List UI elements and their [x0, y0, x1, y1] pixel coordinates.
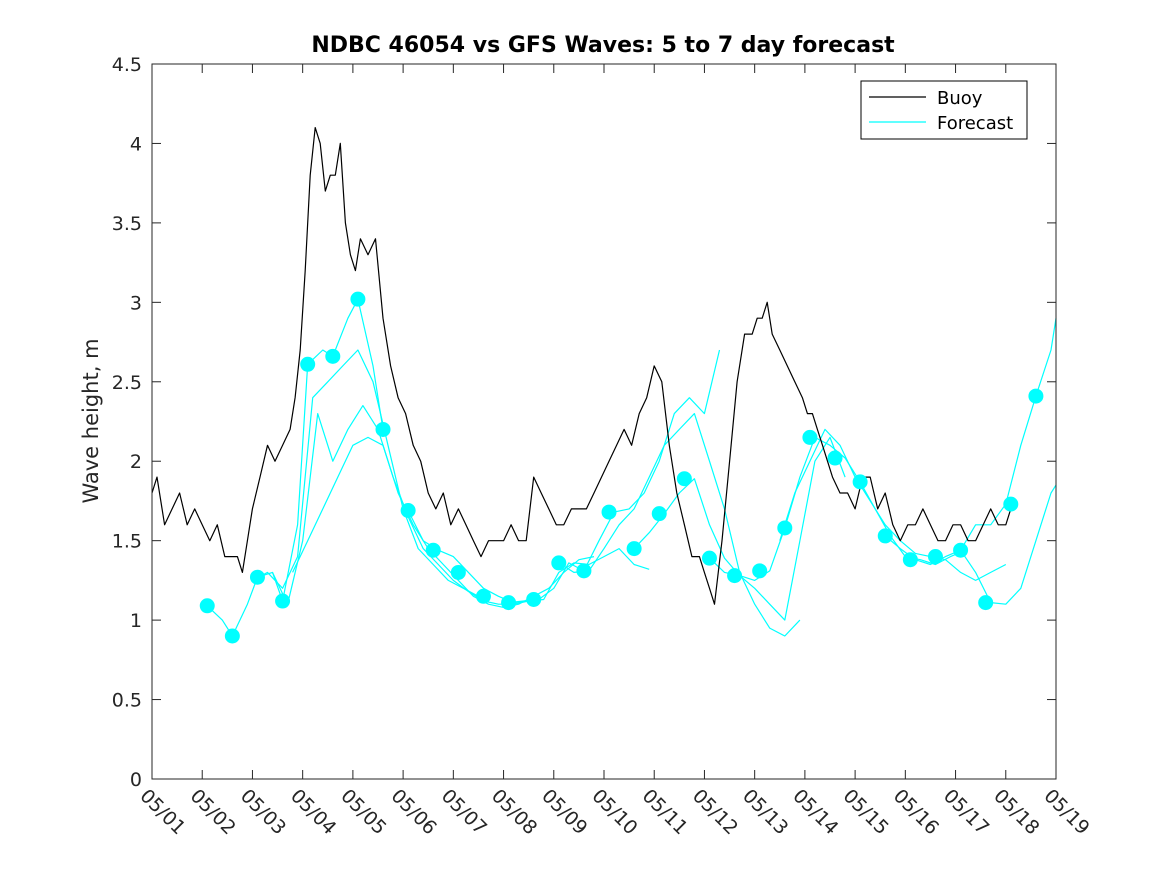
forecast-point [701, 550, 717, 566]
forecast-point [576, 563, 592, 579]
y-tick-label: 4.5 [112, 54, 142, 76]
forecast-point [300, 356, 316, 372]
forecast-run-line [292, 436, 595, 609]
forecast-point [224, 628, 240, 644]
legend: Buoy Forecast [860, 80, 1028, 140]
forecast-point [927, 549, 943, 565]
forecast-point [249, 569, 265, 585]
forecast-point [450, 564, 466, 580]
forecast-run-line [779, 428, 1007, 582]
y-tick-label: 3 [130, 292, 142, 314]
y-tick-label: 1.5 [112, 531, 142, 553]
buoy-series-line [151, 126, 1012, 605]
forecast-point [199, 598, 215, 614]
forecast-point [651, 506, 667, 522]
forecast-point [275, 593, 291, 609]
forecast-point [877, 528, 893, 544]
y-tick-label: 3.5 [112, 213, 142, 235]
forecast-point [1003, 496, 1019, 512]
forecast-point [325, 348, 341, 364]
forecast-point [475, 588, 491, 604]
y-tick-label: 4 [130, 133, 142, 155]
forecast-point [777, 520, 793, 536]
forecast-point [852, 474, 868, 490]
y-tick-label: 2 [130, 451, 142, 473]
forecast-point [400, 502, 416, 518]
forecast-point [802, 429, 818, 445]
forecast-point [902, 552, 918, 568]
forecast-point [601, 504, 617, 520]
legend-forecast-label: Forecast [937, 113, 1013, 134]
forecast-run-line [252, 349, 479, 597]
forecast-point [827, 450, 843, 466]
forecast-point [953, 542, 969, 558]
forecast-point [350, 291, 366, 307]
forecast-point [978, 595, 994, 611]
y-tick-label: 0.5 [112, 690, 142, 712]
forecast-run-line [960, 318, 1057, 551]
y-tick-label: 1 [130, 610, 142, 632]
plot-area [151, 126, 1057, 644]
y-axis-label: Wave height, m [79, 338, 103, 503]
forecast-point [1028, 388, 1044, 404]
legend-buoy-label: Buoy [937, 88, 983, 109]
forecast-point [375, 421, 391, 437]
y-tick-label: 2.5 [112, 372, 142, 394]
forecast-run-line [558, 413, 801, 637]
forecast-point [425, 542, 441, 558]
forecast-point [551, 555, 567, 571]
y-tick-label: 0 [130, 769, 142, 791]
forecast-point [501, 595, 517, 611]
forecast-point [676, 471, 692, 487]
chart-title: NDBC 46054 vs GFS Waves: 5 to 7 day fore… [311, 33, 895, 58]
forecast-point [727, 568, 743, 584]
forecast-point [626, 541, 642, 557]
forecast-point [752, 563, 768, 579]
forecast-point [526, 591, 542, 607]
